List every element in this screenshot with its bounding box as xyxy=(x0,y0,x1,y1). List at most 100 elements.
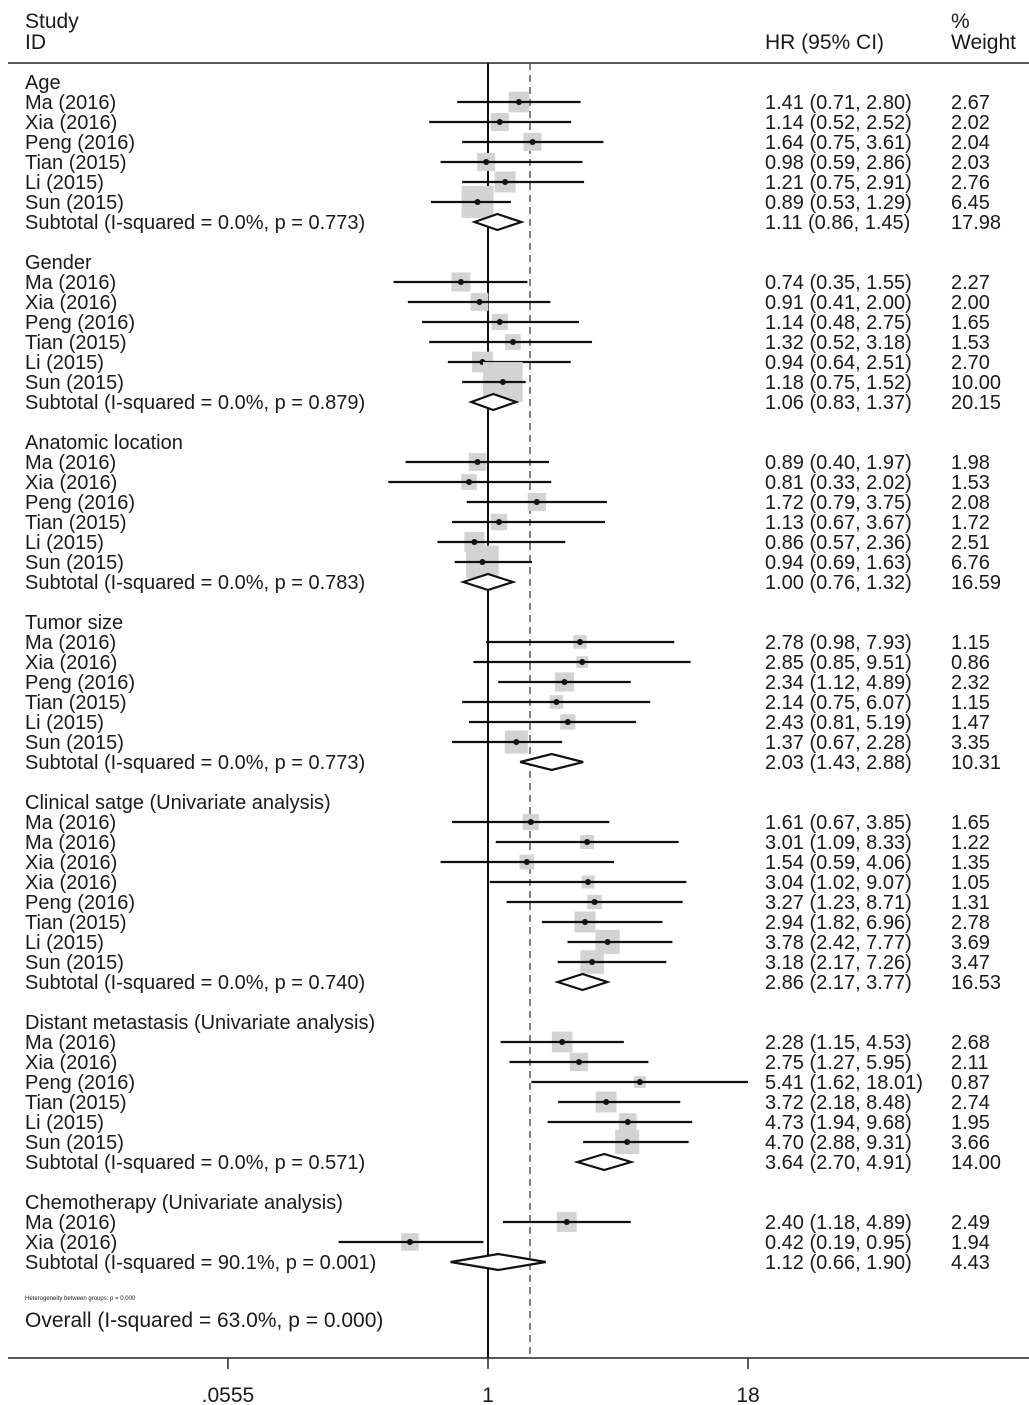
point-estimate xyxy=(515,99,522,105)
weight-value: 2.78 xyxy=(951,912,990,934)
point-estimate xyxy=(529,139,536,145)
weight-value: 0.87 xyxy=(951,1072,990,1094)
weight-value: 2.03 xyxy=(951,152,990,174)
study-label: Xia (2016) xyxy=(25,292,117,314)
study-label: Li (2015) xyxy=(25,712,104,734)
weight-value: 1.94 xyxy=(951,1232,990,1254)
point-estimate xyxy=(479,559,486,565)
study-label: Peng (2016) xyxy=(25,892,135,914)
study-label: Ma (2016) xyxy=(25,832,116,854)
study-label: Li (2015) xyxy=(25,352,104,374)
hr-ci-value: 0.81 (0.33, 2.02) xyxy=(765,472,912,494)
point-estimate xyxy=(502,179,509,185)
hr-ci-value: 5.41 (1.62, 18.01) xyxy=(765,1072,923,1094)
tick-label: 18 xyxy=(736,1384,759,1405)
group-heading: Age xyxy=(25,72,61,94)
weight-value: 1.53 xyxy=(951,332,990,354)
subtotal-hr-ci: 1.11 (0.86, 1.45) xyxy=(765,212,910,234)
point-estimate xyxy=(533,499,540,505)
group-heading: Clinical satge (Univariate analysis) xyxy=(25,792,331,814)
subtotal-hr-ci: 3.64 (2.70, 4.91) xyxy=(765,1152,912,1174)
subtotal-weight: 4.43 xyxy=(951,1252,990,1274)
subtotal-label: Subtotal (I-squared = 0.0%, p = 0.740) xyxy=(25,972,365,994)
point-estimate xyxy=(496,119,503,125)
point-estimate xyxy=(457,279,464,285)
group-heading: Distant metastasis (Univariate analysis) xyxy=(25,1012,375,1034)
hr-ci-value: 0.86 (0.57, 2.36) xyxy=(765,532,912,554)
point-estimate xyxy=(527,819,534,825)
weight-value: 2.08 xyxy=(951,492,990,514)
hr-ci-value: 3.27 (1.23, 8.71) xyxy=(765,892,912,914)
weight-value: 1.95 xyxy=(951,1112,990,1134)
group-heading: Anatomic location xyxy=(25,432,183,454)
hr-ci-value: 2.94 (1.82, 6.96) xyxy=(765,912,912,934)
point-estimate xyxy=(589,959,596,965)
overall-label: Overall (I-squared = 63.0%, p = 0.000) xyxy=(25,1309,383,1332)
weight-value: 1.53 xyxy=(951,472,990,494)
weight-value: 1.15 xyxy=(951,632,990,654)
subtotal-weight: 14.00 xyxy=(951,1152,1001,1174)
weight-value: 2.11 xyxy=(951,1052,988,1074)
point-estimate xyxy=(483,159,490,165)
point-estimate xyxy=(624,1119,631,1125)
study-label: Sun (2015) xyxy=(25,1132,124,1154)
hr-ci-value: 1.41 (0.71, 2.80) xyxy=(765,92,912,114)
study-label: Ma (2016) xyxy=(25,1032,116,1054)
weight-value: 3.69 xyxy=(951,932,990,954)
weight-value: 2.04 xyxy=(951,132,990,154)
weight-value: 3.35 xyxy=(951,732,990,754)
point-estimate xyxy=(559,1039,566,1045)
point-estimate xyxy=(591,899,598,905)
point-estimate xyxy=(575,1059,582,1065)
hr-ci-value: 1.18 (0.75, 1.52) xyxy=(765,372,912,394)
study-label: Xia (2016) xyxy=(25,852,117,874)
weight-value: 6.45 xyxy=(951,192,990,214)
subtotal-label: Subtotal (I-squared = 0.0%, p = 0.773) xyxy=(25,212,365,234)
point-estimate xyxy=(471,539,478,545)
study-label: Tian (2015) xyxy=(25,692,127,714)
study-label: Ma (2016) xyxy=(25,92,116,114)
subtotal-label: Subtotal (I-squared = 90.1%, p = 0.001) xyxy=(25,1252,376,1274)
point-estimate xyxy=(584,839,591,845)
hr-ci-value: 2.28 (1.15, 4.53) xyxy=(765,1032,912,1054)
study-label: Sun (2015) xyxy=(25,192,124,214)
weight-value: 6.76 xyxy=(951,552,990,574)
weight-value: 1.47 xyxy=(951,712,990,734)
study-label: Li (2015) xyxy=(25,532,104,554)
hr-ci-value: 1.61 (0.67, 3.85) xyxy=(765,812,912,834)
weight-value: 2.02 xyxy=(951,112,990,134)
study-label: Sun (2015) xyxy=(25,372,124,394)
study-label: Sun (2015) xyxy=(25,732,124,754)
hr-ci-value: 2.14 (0.75, 6.07) xyxy=(765,692,912,714)
study-label: Ma (2016) xyxy=(25,632,116,654)
study-label: Peng (2016) xyxy=(25,492,135,514)
hr-ci-value: 4.73 (1.94, 9.68) xyxy=(765,1112,912,1134)
point-estimate xyxy=(466,479,473,485)
hr-ci-value: 1.13 (0.67, 3.67) xyxy=(765,512,912,534)
subtotal-diamond xyxy=(519,752,584,772)
header-study: Study xyxy=(25,10,79,33)
point-estimate xyxy=(576,639,583,645)
study-label: Sun (2015) xyxy=(25,952,124,974)
subtotal-diamond xyxy=(471,212,525,232)
subtotal-hr-ci: 1.06 (0.83, 1.37) xyxy=(765,392,912,414)
subtotal-label: Subtotal (I-squared = 0.0%, p = 0.773) xyxy=(25,752,365,774)
study-label: Tian (2015) xyxy=(25,912,127,934)
study-label: Peng (2016) xyxy=(25,672,135,694)
point-estimate xyxy=(564,719,571,725)
hr-ci-value: 2.85 (0.85, 9.51) xyxy=(765,652,912,674)
hr-ci-value: 3.04 (1.02, 9.07) xyxy=(765,872,912,894)
hr-ci-value: 3.01 (1.09, 8.33) xyxy=(765,832,912,854)
hr-ci-value: 0.94 (0.64, 2.51) xyxy=(765,352,912,374)
hr-ci-value: 1.37 (0.67, 2.28) xyxy=(765,732,912,754)
weight-value: 1.72 xyxy=(951,512,990,534)
subtotal-label: Subtotal (I-squared = 0.0%, p = 0.879) xyxy=(25,392,365,414)
point-estimate xyxy=(604,939,611,945)
weight-value: 2.74 xyxy=(951,1092,990,1114)
point-estimate xyxy=(553,699,560,705)
hr-ci-value: 0.89 (0.40, 1.97) xyxy=(765,452,912,474)
hr-ci-value: 1.14 (0.48, 2.75) xyxy=(765,312,912,334)
weight-value: 1.22 xyxy=(951,832,990,854)
subtotal-hr-ci: 2.03 (1.43, 2.88) xyxy=(765,752,912,774)
subtotal-weight: 16.53 xyxy=(951,972,1001,994)
